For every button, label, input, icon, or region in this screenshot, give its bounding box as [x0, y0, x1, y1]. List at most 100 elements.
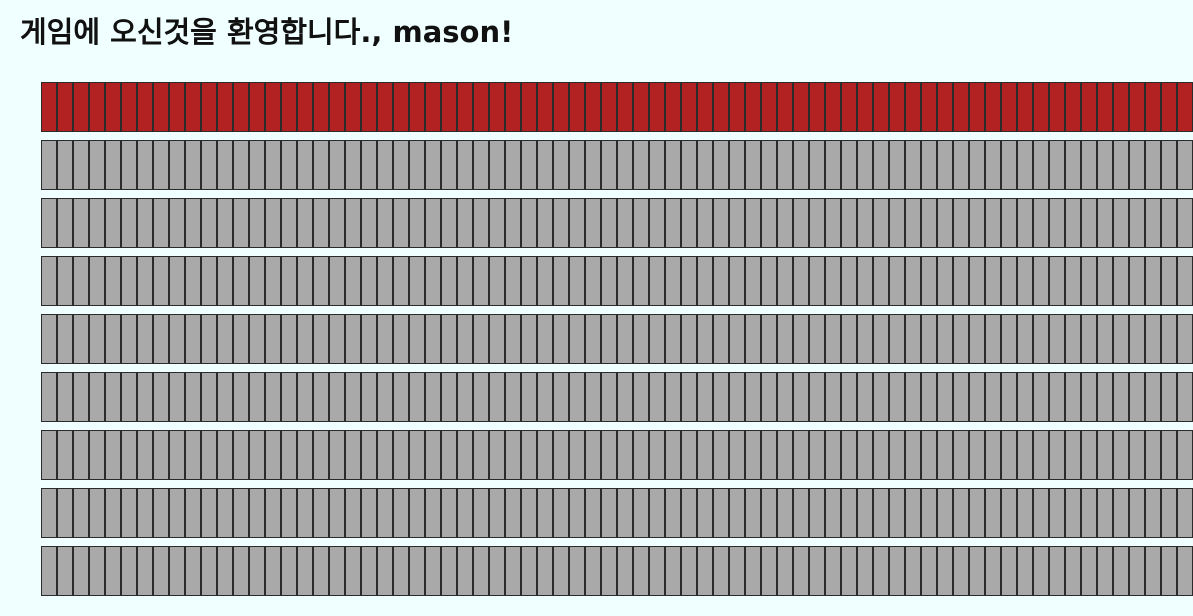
tile[interactable]: [393, 314, 409, 364]
tile[interactable]: [697, 488, 713, 538]
tile[interactable]: [681, 546, 697, 596]
tile[interactable]: [793, 546, 809, 596]
tile[interactable]: [73, 198, 89, 248]
tile[interactable]: [1145, 140, 1161, 190]
tile[interactable]: [297, 546, 313, 596]
active-tile[interactable]: [649, 82, 665, 132]
tile[interactable]: [521, 372, 537, 422]
tile[interactable]: [1065, 372, 1081, 422]
tile[interactable]: [1049, 488, 1065, 538]
active-tile[interactable]: [553, 82, 569, 132]
tile[interactable]: [249, 198, 265, 248]
tile[interactable]: [601, 372, 617, 422]
tile[interactable]: [841, 430, 857, 480]
tile[interactable]: [105, 256, 121, 306]
tile[interactable]: [745, 372, 761, 422]
tile[interactable]: [329, 198, 345, 248]
tile[interactable]: [809, 488, 825, 538]
tile[interactable]: [857, 314, 873, 364]
tile[interactable]: [665, 314, 681, 364]
tile[interactable]: [1097, 372, 1113, 422]
tile[interactable]: [825, 546, 841, 596]
tile[interactable]: [937, 256, 953, 306]
tile[interactable]: [777, 314, 793, 364]
tile[interactable]: [361, 198, 377, 248]
tile[interactable]: [793, 140, 809, 190]
tile[interactable]: [393, 140, 409, 190]
active-tile[interactable]: [329, 82, 345, 132]
tile[interactable]: [1065, 546, 1081, 596]
active-tile[interactable]: [57, 82, 73, 132]
active-tile[interactable]: [777, 82, 793, 132]
tile[interactable]: [841, 488, 857, 538]
tile[interactable]: [1033, 140, 1049, 190]
tile[interactable]: [649, 546, 665, 596]
tile[interactable]: [249, 430, 265, 480]
tile[interactable]: [681, 256, 697, 306]
tile[interactable]: [89, 256, 105, 306]
tile[interactable]: [249, 256, 265, 306]
tile[interactable]: [697, 430, 713, 480]
tile[interactable]: [697, 372, 713, 422]
tile[interactable]: [1113, 430, 1129, 480]
tile[interactable]: [649, 430, 665, 480]
tile[interactable]: [361, 314, 377, 364]
tile[interactable]: [169, 430, 185, 480]
tile[interactable]: [1081, 198, 1097, 248]
tile[interactable]: [73, 372, 89, 422]
tile[interactable]: [1017, 430, 1033, 480]
tile[interactable]: [889, 488, 905, 538]
tile[interactable]: [521, 488, 537, 538]
tile[interactable]: [73, 140, 89, 190]
tile[interactable]: [153, 256, 169, 306]
tile[interactable]: [537, 256, 553, 306]
tile[interactable]: [745, 546, 761, 596]
tile[interactable]: [1177, 256, 1193, 306]
tile[interactable]: [857, 140, 873, 190]
tile[interactable]: [665, 372, 681, 422]
tile[interactable]: [745, 430, 761, 480]
tile[interactable]: [1161, 140, 1177, 190]
tile[interactable]: [729, 256, 745, 306]
tile[interactable]: [585, 488, 601, 538]
tile[interactable]: [425, 430, 441, 480]
active-tile[interactable]: [937, 82, 953, 132]
active-tile[interactable]: [425, 82, 441, 132]
active-tile[interactable]: [1001, 82, 1017, 132]
tile[interactable]: [1161, 314, 1177, 364]
tile[interactable]: [1001, 198, 1017, 248]
tile[interactable]: [585, 140, 601, 190]
tile[interactable]: [425, 198, 441, 248]
tile[interactable]: [601, 314, 617, 364]
tile[interactable]: [1033, 256, 1049, 306]
tile[interactable]: [281, 488, 297, 538]
tile[interactable]: [969, 256, 985, 306]
tile[interactable]: [761, 198, 777, 248]
tile[interactable]: [201, 256, 217, 306]
tile[interactable]: [57, 256, 73, 306]
tile[interactable]: [777, 140, 793, 190]
tile[interactable]: [569, 372, 585, 422]
active-tile[interactable]: [905, 82, 921, 132]
tile[interactable]: [681, 198, 697, 248]
tile[interactable]: [457, 140, 473, 190]
tile[interactable]: [201, 372, 217, 422]
active-tile[interactable]: [681, 82, 697, 132]
tile[interactable]: [585, 430, 601, 480]
tile[interactable]: [1001, 488, 1017, 538]
tile[interactable]: [1113, 546, 1129, 596]
tile[interactable]: [857, 256, 873, 306]
tile[interactable]: [281, 314, 297, 364]
tile[interactable]: [409, 140, 425, 190]
tile[interactable]: [953, 314, 969, 364]
tile[interactable]: [585, 314, 601, 364]
tile[interactable]: [57, 430, 73, 480]
tile[interactable]: [505, 256, 521, 306]
tile[interactable]: [841, 546, 857, 596]
tile[interactable]: [521, 314, 537, 364]
tile[interactable]: [185, 488, 201, 538]
tile[interactable]: [617, 314, 633, 364]
tile[interactable]: [233, 372, 249, 422]
tile[interactable]: [761, 488, 777, 538]
tile[interactable]: [649, 488, 665, 538]
